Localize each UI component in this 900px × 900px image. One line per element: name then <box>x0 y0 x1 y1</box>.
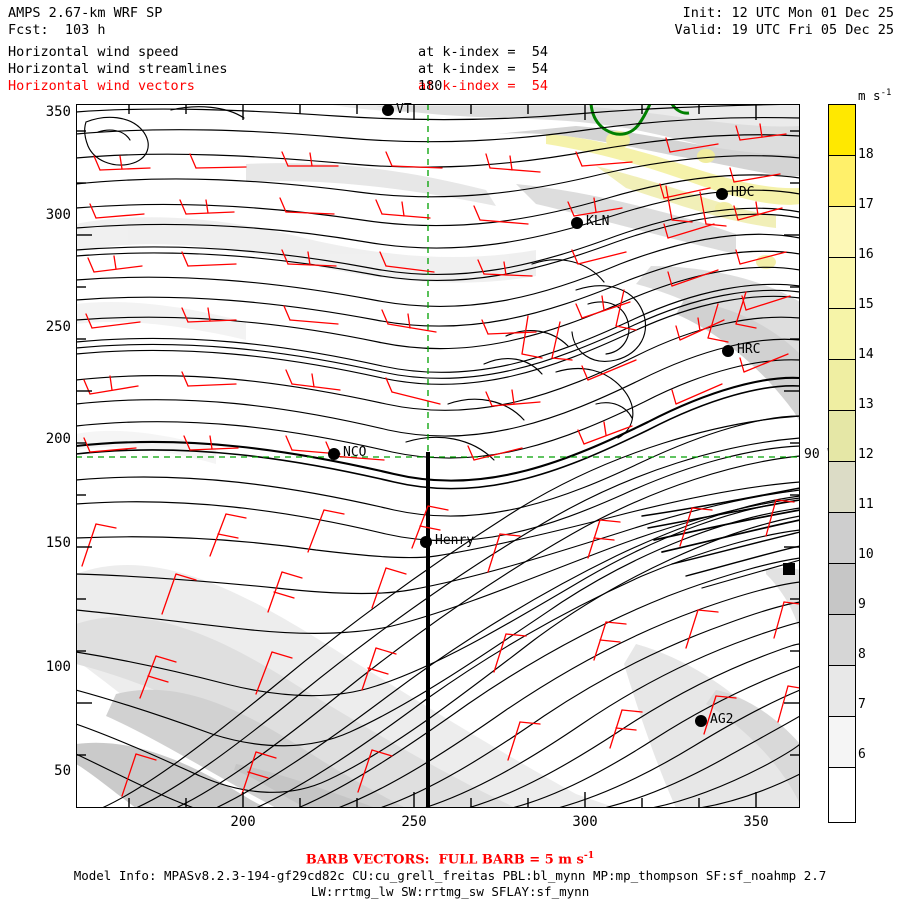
colorbar-segment <box>828 716 856 767</box>
station-label-HRC: HRC <box>737 342 761 357</box>
field-label-windvectors: Horizontal wind vectors <box>8 78 195 94</box>
plot-canvas[interactable] <box>76 104 800 808</box>
colorbar-segment <box>828 206 856 257</box>
ytick-label-300: 300 <box>45 207 71 223</box>
field-label-streamlines: Horizontal wind streamlines <box>8 61 228 77</box>
colorbar-tick-13: 13 <box>858 397 874 412</box>
station-label-HDC: HDC <box>731 185 755 200</box>
colorbar-tick-8: 8 <box>858 647 866 662</box>
colorbar-segment <box>828 308 856 359</box>
model-info-line2: LW:rrtmg_lw SW:rrtmg_sw SFLAY:sf_mynn <box>310 884 590 899</box>
station-AG2 <box>695 715 707 727</box>
streamlines <box>76 104 800 808</box>
colorbar-tick-18: 18 <box>858 147 874 162</box>
colorbar-segment <box>828 665 856 716</box>
station-unlabeled <box>783 563 795 575</box>
header-forecast-hour: Fcst: 103 h <box>8 22 106 38</box>
colorbar-tick-17: 17 <box>858 197 874 212</box>
xtick-label-350: 350 <box>743 814 769 830</box>
station-Henry <box>420 536 432 548</box>
colorbar-segment <box>828 512 856 563</box>
field-label-windspeed: Horizontal wind speed <box>8 44 179 60</box>
colorbar-segment <box>828 155 856 206</box>
station-label-NCO: NCO <box>343 445 367 460</box>
header-title-line1: AMPS 2.67-km WRF SP <box>8 5 163 21</box>
station-VT <box>382 104 394 116</box>
station-NCO <box>328 448 340 460</box>
ytick-label-200: 200 <box>45 431 71 447</box>
colorbar-tick-9: 9 <box>858 597 866 612</box>
axis-ticks <box>76 104 800 808</box>
colorbar-segment <box>828 359 856 410</box>
colorbar-segment <box>828 257 856 308</box>
colorbar-segment <box>828 461 856 512</box>
colorbar-segment <box>828 614 856 665</box>
colorbar-tick-15: 15 <box>858 297 874 312</box>
ytick-label-350: 350 <box>45 104 71 120</box>
station-HRC <box>722 345 734 357</box>
colorbar-unit: m s-1 <box>858 88 891 103</box>
colorbar-unit-exponent: -1 <box>880 88 892 98</box>
field-kindex-windspeed: at k-index = 54 <box>418 44 549 60</box>
field-kindex-streamlines: at k-index = 54 <box>418 61 549 77</box>
barb-vector-note: BARB VECTORS: FULL BARB = 5 m s-1 <box>0 850 900 867</box>
station-markers <box>328 104 795 727</box>
colorbar-tick-14: 14 <box>858 347 874 362</box>
ytick-label-250: 250 <box>45 319 71 335</box>
ytick-label-100: 100 <box>45 659 71 675</box>
station-label-KLN: KLN <box>586 214 610 229</box>
header-valid-time: Valid: 19 UTC Fri 05 Dec 25 <box>674 22 894 38</box>
station-label-AG2: AG2 <box>710 712 734 727</box>
ytick-label-50: 50 <box>54 763 71 779</box>
ytick-label-150: 150 <box>45 535 71 551</box>
colorbar-tick-6: 6 <box>858 747 866 762</box>
colorbar-segment <box>828 104 856 155</box>
model-info-line1: Model Info: MPASv8.2.3-194-gf29cd82c CU:… <box>73 868 827 883</box>
meridian-180-label: 180 <box>418 78 443 94</box>
barb-vector-note-text: BARB VECTORS: FULL BARB = 5 m s <box>305 852 584 868</box>
colorbar-tick-16: 16 <box>858 247 874 262</box>
xtick-label-300: 300 <box>572 814 598 830</box>
barb-vector-note-exponent: -1 <box>583 850 595 861</box>
header-init-time: Init: 12 UTC Mon 01 Dec 25 <box>682 5 894 21</box>
xtick-label-200: 200 <box>230 814 256 830</box>
field-kindex-windvectors: at k-index = 54 <box>418 78 549 94</box>
colorbar-segment <box>828 767 856 823</box>
station-label-Henry: Henry <box>435 533 475 548</box>
colorbar-segment <box>828 410 856 461</box>
station-KLN <box>571 217 583 229</box>
colorbar[interactable] <box>828 104 856 823</box>
station-HDC <box>716 188 728 200</box>
wind-field-plot[interactable]: VT HDC KLN HRC NCO Henry AG2 <box>76 102 800 808</box>
colorbar-unit-text: m s <box>858 88 881 104</box>
xtick-label-250: 250 <box>401 814 427 830</box>
station-label-VT: VT <box>396 102 412 117</box>
colorbar-tick-11: 11 <box>858 497 874 512</box>
colorbar-tick-7: 7 <box>858 697 866 712</box>
colorbar-segment <box>828 563 856 614</box>
colorbar-tick-10: 10 <box>858 547 874 562</box>
wind-barbs <box>81 123 800 797</box>
coastline <box>589 104 690 136</box>
colorbar-tick-12: 12 <box>858 447 874 462</box>
